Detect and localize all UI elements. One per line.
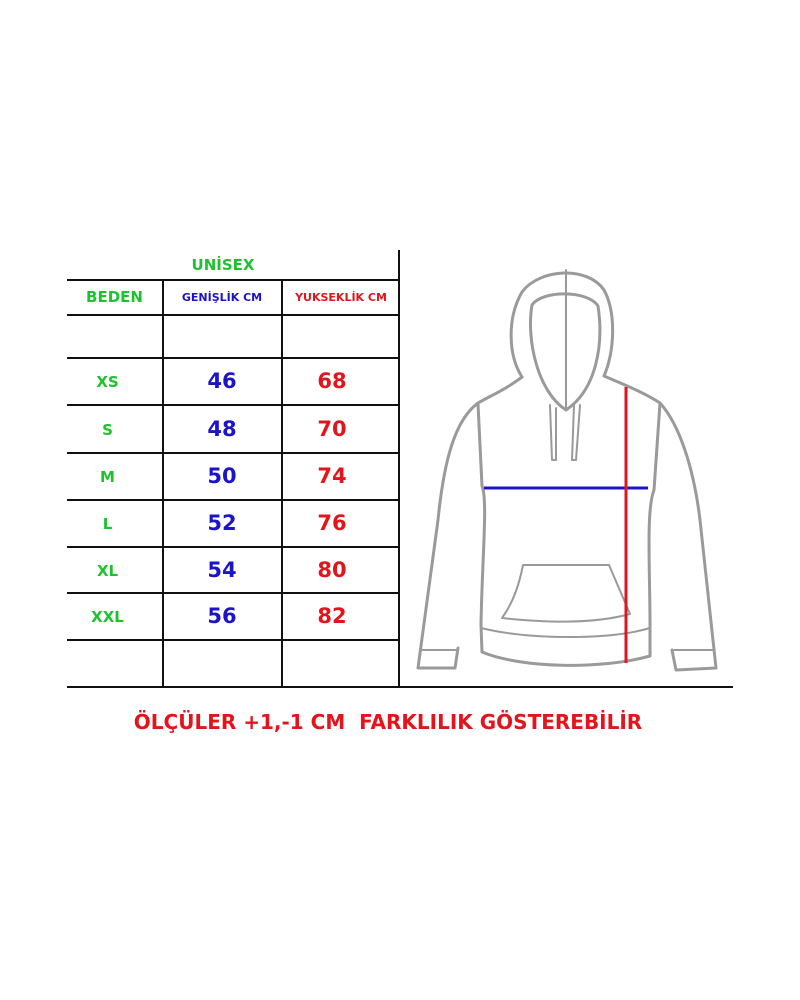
width-cell: 50 xyxy=(207,464,237,488)
table-divider xyxy=(67,592,399,594)
size-cell: L xyxy=(102,515,113,533)
header-width: GENİŞLİK CM xyxy=(181,291,263,304)
size-cell: M xyxy=(100,468,115,486)
size-cell: XL xyxy=(96,562,119,580)
tolerance-note: ÖLÇÜLER +1,-1 CM FARKLILIK GÖSTEREBİLİR xyxy=(133,710,643,734)
width-cell: 52 xyxy=(207,511,237,535)
height-cell: 74 xyxy=(317,464,347,488)
header-size: BEDEN xyxy=(86,288,143,306)
width-cell: 54 xyxy=(207,558,237,582)
table-divider xyxy=(67,357,399,359)
table-divider xyxy=(67,452,399,454)
height-cell: 82 xyxy=(317,604,347,628)
table-divider xyxy=(67,546,399,548)
size-cell: XXL xyxy=(91,608,124,626)
size-cell: XS xyxy=(96,373,119,391)
header-height: YUKSEKLİK CM xyxy=(295,291,387,304)
column-divider xyxy=(398,250,400,687)
group-title: UNİSEX xyxy=(191,256,255,274)
height-cell: 68 xyxy=(317,369,347,393)
column-divider xyxy=(162,280,164,687)
table-bottom-line xyxy=(67,686,733,688)
size-cell: S xyxy=(102,421,113,439)
column-divider xyxy=(281,280,283,687)
height-cell: 70 xyxy=(317,417,347,441)
height-cell: 80 xyxy=(317,558,347,582)
table-divider xyxy=(67,314,399,316)
table-divider xyxy=(67,404,399,406)
hoodie-outline-icon xyxy=(416,269,718,672)
width-cell: 48 xyxy=(207,417,237,441)
width-cell: 46 xyxy=(207,369,237,393)
table-divider xyxy=(67,639,399,641)
width-cell: 56 xyxy=(207,604,237,628)
table-divider xyxy=(67,279,399,281)
height-cell: 76 xyxy=(317,511,347,535)
table-divider xyxy=(67,499,399,501)
